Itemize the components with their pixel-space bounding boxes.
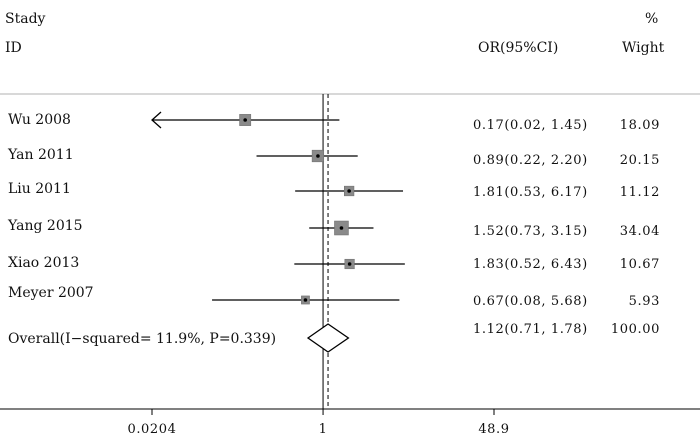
header-percent-label: %: [645, 11, 658, 27]
weight-text: 10.67: [620, 257, 660, 272]
overall-row: Overall(I−squared= 11.9%, P=0.339) 1.12(0…: [8, 322, 660, 353]
weight-text: 20.15: [620, 153, 660, 168]
point-estimate: [316, 154, 320, 158]
study-name: Xiao 2013: [8, 255, 79, 271]
or-ci-text: 0.67(0.08, 5.68): [473, 294, 588, 309]
or-ci-text: 1.81(0.53, 6.17): [473, 185, 588, 200]
header-id-label: ID: [5, 40, 22, 56]
study-row: Yan 2011 0.89(0.22, 2.20) 20.15: [7, 147, 660, 168]
point-estimate: [347, 262, 352, 266]
x-axis-ticks: 0.0204 1 48.9: [127, 409, 509, 437]
or-ci-text: 1.52(0.73, 3.15): [473, 224, 588, 239]
study-row: Wu 2008 0.17(0.02, 1.45) 18.09: [8, 111, 660, 133]
study-name: Yan 2011: [7, 147, 74, 163]
study-name: Yang 2015: [7, 218, 83, 234]
overall-weight-text: 100.00: [611, 322, 660, 337]
point-estimate: [347, 189, 351, 193]
or-ci-text: 0.89(0.22, 2.20): [473, 153, 588, 168]
point-estimate: [243, 118, 247, 122]
study-name: Meyer 2007: [8, 285, 94, 301]
study-name: Liu 2011: [8, 181, 71, 197]
overall-diamond: [306, 323, 350, 353]
overall-or-ci-text: 1.12(0.71, 1.78): [473, 322, 588, 337]
study-row: Liu 2011 1.81(0.53, 6.17) 11.12: [8, 181, 660, 200]
x-tick-label: 0.0204: [127, 422, 176, 437]
ci-arrow-left: [151, 111, 162, 129]
point-estimate: [303, 298, 308, 302]
overall-label: Overall(I−squared= 11.9%, P=0.339): [8, 331, 276, 347]
or-ci-text: 0.17(0.02, 1.45): [473, 118, 588, 133]
x-tick-label: 48.9: [478, 422, 509, 437]
study-rows: Wu 2008 0.17(0.02, 1.45) 18.09 Yan 2011 0.89…: [7, 111, 660, 309]
study-row: Yang 2015 1.52(0.73, 3.15) 34.04: [7, 218, 660, 239]
weight-text: 5.93: [629, 294, 660, 309]
point-estimate: [339, 226, 344, 230]
study-row: Meyer 2007 0.67(0.08, 5.68) 5.93: [8, 285, 660, 309]
header-study-label: Stady: [5, 11, 46, 27]
x-tick-label: 1: [319, 422, 328, 437]
weight-text: 34.04: [620, 224, 660, 239]
weight-text: 18.09: [620, 118, 660, 133]
study-name: Wu 2008: [8, 112, 71, 128]
weight-text: 11.12: [620, 185, 660, 200]
study-row: Xiao 2013 1.83(0.52, 6.43) 10.67: [8, 255, 660, 272]
header-weight-label: Wight: [622, 40, 665, 56]
header-or-label: OR(95%CI): [478, 40, 558, 56]
or-ci-text: 1.83(0.52, 6.43): [473, 257, 588, 272]
